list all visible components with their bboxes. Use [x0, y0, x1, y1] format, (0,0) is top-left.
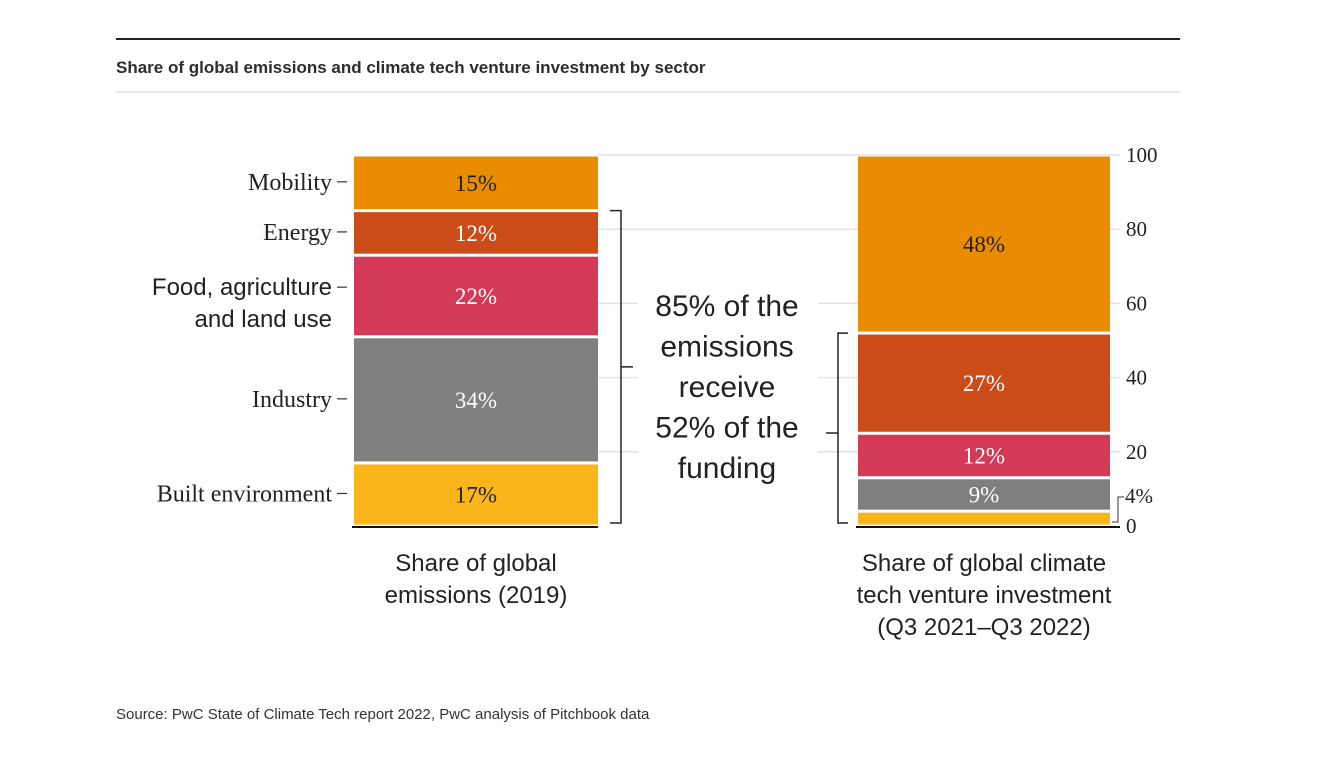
data-label: 12%: [455, 221, 497, 246]
category-label: Share of global: [395, 550, 556, 577]
y-tick-label: 40: [1126, 366, 1147, 390]
data-label: 48%: [963, 232, 1005, 257]
y-tick-label: 60: [1126, 291, 1147, 315]
data-label: 15%: [455, 171, 497, 196]
annotation-text: funding: [678, 452, 776, 485]
category-label: Share of global climate: [862, 550, 1106, 577]
data-label: 4%: [1125, 484, 1153, 508]
source-note: Source: PwC State of Climate Tech report…: [116, 706, 650, 723]
sector-label: Food, agriculture: [152, 274, 332, 301]
bar-segment-built-environment: [354, 464, 598, 525]
bar-segment-mobility: [858, 156, 1110, 332]
bar-segment-food-agriculture-and-land-use: [354, 256, 598, 336]
bar-segment-industry: [858, 479, 1110, 510]
category-label: (Q3 2021–Q3 2022): [877, 614, 1090, 641]
annotation-background: [638, 284, 818, 490]
category-label: tech venture investment: [857, 582, 1112, 609]
annotation-text: emissions: [660, 331, 793, 364]
bar-segment-energy: [858, 334, 1110, 432]
left-bracket: [610, 209, 633, 524]
annotation-text: receive: [679, 371, 776, 404]
y-tick-label: 20: [1126, 440, 1147, 464]
data-label: 27%: [963, 371, 1005, 396]
annotation-text: 85% of the: [655, 290, 798, 323]
bar-segment-industry: [354, 338, 598, 462]
y-tick-label: 100: [1126, 143, 1158, 167]
bar-segment-food-agriculture-and-land-use: [858, 434, 1110, 477]
y-tick-label: 0: [1126, 514, 1137, 538]
small-label-leader: [1112, 496, 1124, 523]
data-label: 9%: [969, 482, 1000, 507]
sector-label: Industry: [252, 387, 332, 413]
chart-title: Share of global emissions and climate te…: [116, 58, 706, 77]
data-label: 17%: [455, 482, 497, 507]
sector-label: Energy: [263, 220, 332, 246]
y-tick-label: 80: [1126, 217, 1147, 241]
annotation-text: 52% of the: [655, 412, 798, 445]
bar-segment-energy: [354, 212, 598, 254]
right-bracket: [826, 332, 848, 524]
data-label: 22%: [455, 284, 497, 309]
bar-segment-mobility: [354, 156, 598, 210]
data-label: 12%: [963, 444, 1005, 469]
category-label: emissions (2019): [385, 582, 568, 609]
data-label: 34%: [455, 388, 497, 413]
bar-segment-built-environment: [858, 512, 1110, 525]
sector-label: Mobility: [248, 170, 332, 196]
sector-label: and land use: [195, 306, 332, 333]
sector-label: Built environment: [157, 481, 333, 507]
